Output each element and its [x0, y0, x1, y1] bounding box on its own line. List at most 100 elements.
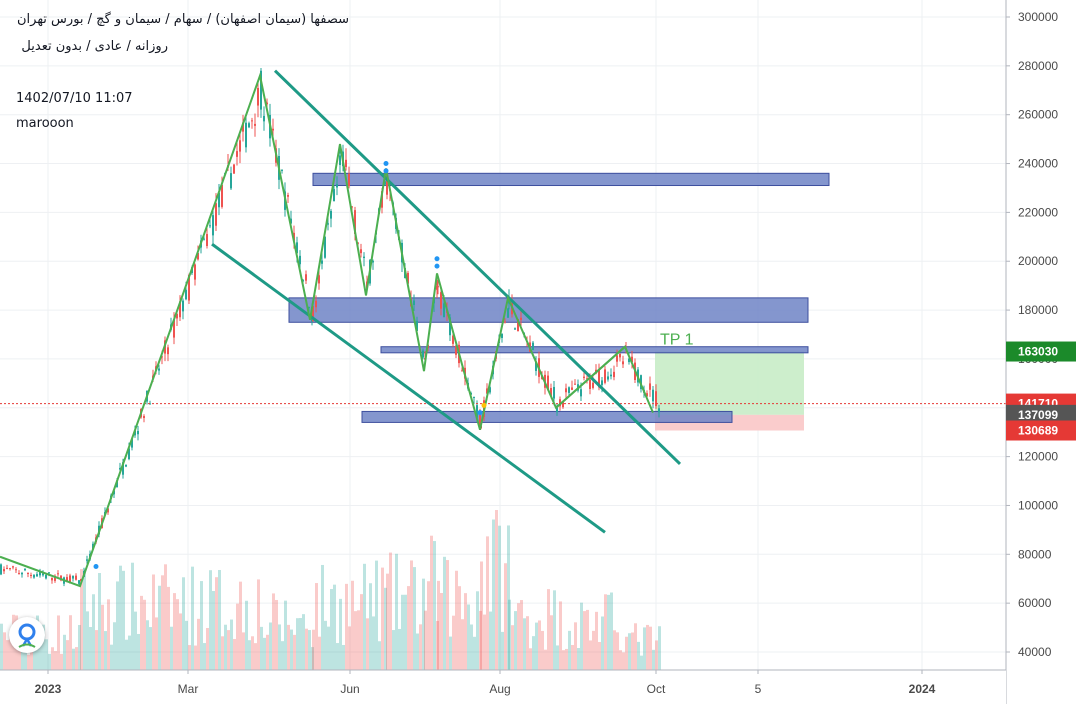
volume-bar [514, 611, 517, 670]
volume-bar [410, 560, 413, 670]
zone-resistance-1 [312, 172, 830, 187]
chart-author: marooon [16, 116, 74, 131]
volume-bar [312, 629, 315, 670]
zones [288, 172, 830, 431]
volume-bar [646, 624, 649, 670]
volume-bar [366, 618, 369, 670]
volume-bar [305, 628, 308, 670]
candle-body [281, 169, 283, 171]
volume-bar [436, 620, 439, 670]
volume-bar [354, 611, 357, 670]
candle-body [646, 393, 648, 397]
candle-body [327, 223, 329, 225]
volume-bar [140, 595, 143, 670]
candle-body [607, 376, 609, 380]
volume-bar [339, 598, 342, 670]
candle-body [452, 335, 454, 344]
volume-bar [137, 633, 140, 670]
candle-body [66, 577, 68, 582]
logo-icon [18, 623, 36, 648]
channel-lower-line [211, 242, 606, 534]
volume-bar [404, 594, 407, 670]
candle-body [54, 575, 56, 581]
candle-body [239, 140, 241, 152]
volume-bar [473, 636, 476, 670]
price-label: 130689 [1018, 424, 1058, 438]
volume-bar [152, 574, 155, 670]
volume-bar [248, 640, 251, 670]
candle-body [221, 184, 223, 207]
volume-bar [386, 573, 389, 670]
volume-bar [128, 635, 131, 670]
volume-bar [206, 628, 209, 670]
volume-bar [586, 609, 589, 670]
volume-bar [455, 570, 458, 670]
candle-body [360, 249, 362, 254]
volume-bar [407, 586, 410, 670]
volume-bar [119, 565, 122, 670]
volume-bar [634, 623, 637, 670]
volume-bar [98, 573, 101, 670]
volume-bar [643, 627, 646, 670]
candle-body [562, 402, 564, 408]
x-tick-label: 5 [755, 682, 762, 696]
candle-body [69, 575, 71, 584]
app-logo[interactable] [9, 617, 45, 653]
candle-body [384, 181, 386, 185]
candle-body [655, 391, 657, 407]
candle-body [230, 173, 232, 189]
candle-body [628, 358, 630, 363]
signal-dot [383, 161, 389, 167]
y-tick-label: 260000 [1018, 108, 1058, 122]
candle-body [215, 203, 217, 226]
volume-bar [197, 618, 200, 670]
volume-bar [209, 570, 212, 670]
candle-body [486, 388, 488, 394]
candle-body [0, 564, 2, 575]
volume-bar [452, 615, 455, 670]
volume-bar [69, 615, 72, 670]
candle-body [60, 575, 62, 581]
volume-bar [6, 640, 9, 670]
signal-dot [434, 256, 440, 262]
price-label: 163030 [1018, 345, 1058, 359]
candle-body [30, 574, 32, 576]
candle-body [251, 120, 253, 122]
candle-body [125, 464, 127, 467]
volume-bar [384, 587, 387, 670]
candle-body [574, 383, 576, 385]
volume-bar [125, 639, 128, 670]
volume-bar [143, 599, 146, 670]
volume-bar [511, 625, 514, 670]
candle-body [218, 192, 220, 208]
volume-bar [449, 636, 452, 670]
volume-bar [433, 541, 436, 670]
price-label: 137099 [1018, 408, 1058, 422]
volume-bar [146, 620, 149, 670]
volume-bar [360, 594, 363, 670]
volume-bar [66, 640, 69, 670]
volume-bar [345, 583, 348, 670]
volume-bar [275, 599, 278, 670]
volume-bar [302, 614, 305, 670]
candle-body [80, 579, 82, 582]
candle-body [479, 410, 481, 428]
volume-bar [640, 655, 643, 670]
candle-body [107, 508, 109, 513]
signal-dot [477, 410, 483, 416]
volume-bar [263, 637, 266, 670]
candle-body [455, 345, 457, 355]
volume-bar [39, 633, 42, 670]
volume-bar [550, 615, 553, 670]
candle-body [422, 350, 424, 358]
volume-bar [167, 586, 170, 670]
volume-bar [504, 563, 507, 670]
volume-bar [489, 611, 492, 670]
take-profit-box [655, 351, 804, 415]
volume-bar [176, 599, 179, 670]
candle-body [72, 575, 74, 579]
candle-body [12, 566, 14, 568]
